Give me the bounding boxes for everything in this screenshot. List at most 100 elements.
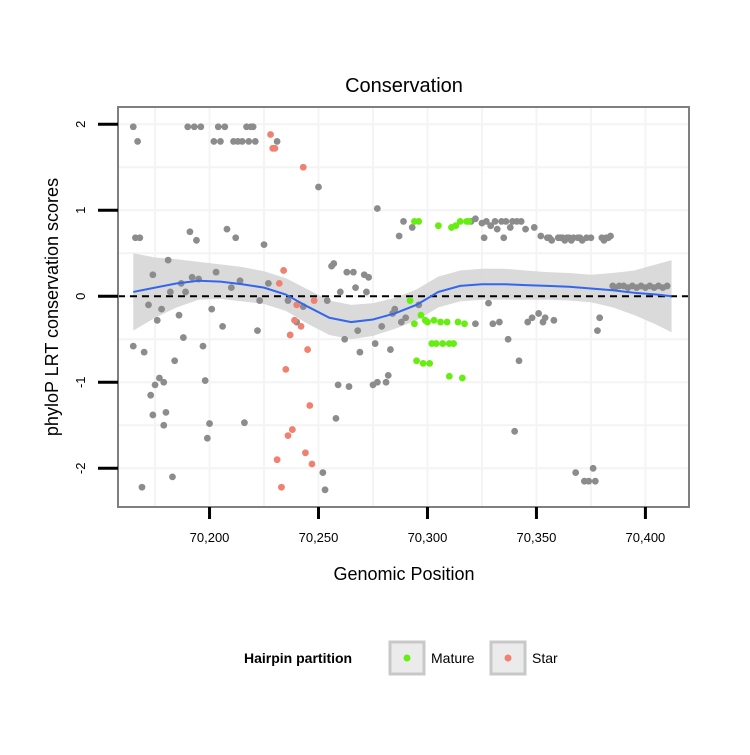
point-other	[511, 427, 519, 435]
point-other	[315, 183, 322, 191]
point-mature	[432, 340, 440, 347]
point-other	[158, 305, 165, 313]
point-other	[341, 335, 349, 343]
point-other	[201, 377, 209, 384]
point-mature	[424, 318, 431, 326]
point-other	[149, 271, 157, 279]
legend-title: Hairpin partition	[244, 650, 352, 666]
point-star	[275, 279, 283, 287]
confidence-band-area	[133, 253, 672, 340]
point-other	[663, 282, 671, 290]
series-mature	[406, 218, 473, 382]
point-other	[363, 288, 370, 296]
point-mature	[465, 218, 473, 225]
point-other	[249, 123, 257, 131]
point-star	[310, 297, 318, 304]
point-other	[587, 234, 595, 242]
point-other	[528, 314, 536, 322]
point-other	[223, 225, 231, 233]
point-other	[343, 268, 351, 276]
plot-panel-border	[117, 106, 690, 508]
y-tick-label: 1	[73, 207, 88, 214]
point-mature	[434, 222, 442, 230]
point-other	[166, 288, 174, 296]
point-mature	[437, 318, 444, 326]
point-other	[382, 378, 390, 386]
point-other	[330, 260, 338, 267]
point-mature	[452, 222, 460, 230]
point-other	[227, 284, 235, 292]
point-other	[594, 327, 601, 335]
point-other	[149, 411, 157, 419]
point-other	[400, 218, 407, 225]
point-other	[548, 236, 556, 244]
point-other	[284, 297, 292, 304]
point-other	[535, 310, 543, 317]
point-other	[162, 408, 170, 416]
point-other	[140, 348, 148, 356]
point-other	[352, 284, 359, 292]
legend-label-mature: Mature	[431, 650, 475, 666]
point-other	[238, 138, 246, 145]
point-other	[522, 225, 529, 233]
point-star	[297, 322, 305, 330]
point-mature	[456, 218, 464, 225]
point-star	[306, 402, 314, 409]
point-other	[506, 224, 514, 231]
point-other	[487, 222, 495, 230]
series-other	[129, 123, 671, 494]
point-other	[153, 316, 161, 324]
point-other	[160, 421, 168, 429]
point-other	[197, 123, 205, 131]
point-other	[334, 381, 342, 389]
chart-title: Conservation	[345, 75, 463, 97]
x-tick-label: 70,250	[299, 530, 339, 545]
point-mature	[426, 359, 434, 367]
x-tick-label: 70,350	[517, 530, 557, 545]
y-axis-label: phyloP LRT conservation scores	[42, 178, 62, 436]
point-other	[217, 138, 224, 145]
point-other	[502, 218, 510, 225]
point-other	[273, 138, 281, 145]
point-other	[199, 342, 207, 350]
point-other	[236, 277, 244, 285]
point-other	[203, 434, 211, 442]
point-other	[482, 218, 490, 225]
legend-swatch-star	[504, 654, 512, 662]
point-other	[517, 218, 525, 225]
point-other	[495, 318, 503, 326]
point-other	[493, 225, 501, 233]
confidence-band	[133, 253, 672, 340]
point-other	[349, 268, 357, 276]
point-other	[190, 123, 198, 131]
point-star	[299, 163, 307, 171]
legend: Hairpin partition Mature Star	[244, 640, 558, 676]
point-mature	[413, 357, 420, 365]
point-other	[319, 469, 327, 476]
point-star	[278, 483, 285, 491]
point-star	[302, 449, 309, 457]
point-other	[160, 378, 168, 386]
point-other	[354, 327, 362, 335]
point-other	[397, 318, 405, 326]
point-other	[186, 228, 194, 236]
point-other	[241, 419, 248, 427]
point-star	[282, 365, 290, 373]
point-other	[321, 486, 329, 494]
point-mature	[443, 318, 451, 326]
point-other	[221, 123, 229, 131]
point-other	[591, 477, 599, 485]
x-tick-label: 70,200	[190, 530, 230, 545]
point-other	[256, 297, 264, 304]
point-other	[515, 357, 523, 365]
point-mature	[445, 372, 453, 380]
point-other	[589, 464, 597, 472]
point-other	[175, 311, 183, 319]
point-star	[286, 331, 294, 339]
point-other	[384, 371, 392, 379]
point-mature	[461, 320, 468, 328]
point-other	[356, 348, 364, 356]
point-other	[206, 420, 213, 427]
point-other	[504, 335, 512, 343]
legend-label-star: Star	[532, 650, 558, 666]
